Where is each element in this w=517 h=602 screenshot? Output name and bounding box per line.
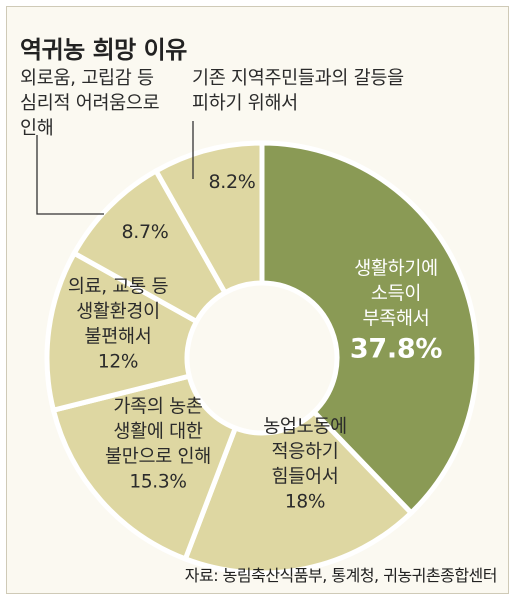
- slice-label-line: 부족해서: [363, 309, 430, 330]
- slice-value-label: 8.7%: [121, 221, 168, 243]
- callout-label-conflict: 기존 지역주민들과의 갈등을 피하기 위해서: [192, 68, 404, 114]
- slice-label-line: 불편해서: [85, 327, 152, 348]
- donut-slice-3: [50, 373, 239, 563]
- slice-value-label: 15.3%: [129, 472, 186, 493]
- donut-slice-4: [44, 249, 200, 414]
- slice-value-label: 18%: [285, 492, 325, 513]
- slice-label-line: 가족의 농촌: [113, 397, 202, 418]
- slice-label-line: 적응하기: [272, 442, 339, 463]
- slice-label-line: 생활에 대한: [113, 422, 202, 443]
- slice-value-label: 8.2%: [208, 171, 255, 193]
- slice-label-line: 소득이: [371, 284, 421, 305]
- callout-label-isolation: 외로움, 고립감 등 심리적 어려움으로 인해: [20, 68, 160, 139]
- slice-label-line: 농업노동에: [263, 417, 347, 438]
- slice-label-line: 생활하기에: [354, 259, 438, 280]
- chart-title: 역귀농 희망 이유: [20, 36, 187, 64]
- slice-label-line: 힘들어서: [272, 467, 339, 488]
- slice-label-line: 생활환경이: [76, 302, 160, 323]
- slice-value-label: 12%: [98, 352, 138, 373]
- slice-label-line: 의료, 교통 등: [68, 277, 169, 298]
- source-note: 자료: 농림축산식품부, 통계청, 귀농귀촌종합센터: [184, 566, 498, 585]
- leader-line-isolation: [36, 135, 104, 215]
- donut-slice-2: [182, 408, 415, 576]
- slice-value-label: 37.8%: [350, 334, 442, 365]
- donut-slice-6: [152, 140, 265, 297]
- slice-label-line: 불만으로 인해: [105, 447, 211, 468]
- donut-slice-1: [259, 140, 480, 517]
